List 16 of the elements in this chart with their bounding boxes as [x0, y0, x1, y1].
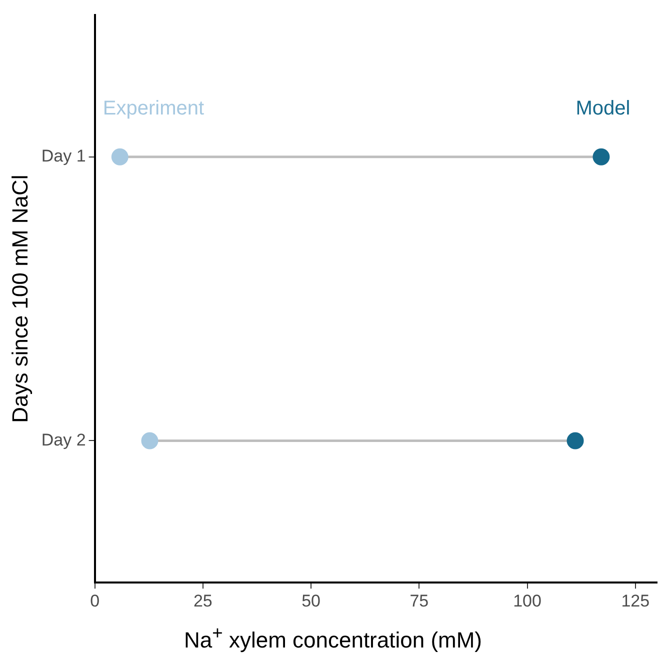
x-tick-label: 100: [513, 591, 542, 610]
point: [111, 148, 128, 166]
point: [566, 432, 584, 450]
x-tick-label: 25: [193, 591, 212, 610]
x-tick-label: 125: [621, 591, 650, 610]
point: [141, 432, 158, 450]
y-tick-label: Day 2: [41, 430, 86, 450]
x-axis-title: Na$^{+}$ xylem concentration (mM): [182, 622, 484, 654]
point: [592, 148, 610, 166]
x-tick-label: 0: [90, 591, 100, 610]
x-tick-label: 50: [302, 591, 320, 610]
series-label: Experiment: [102, 97, 204, 120]
y-axis-title: Days since 100 mM NaCl: [7, 174, 32, 423]
series-label: Model: [576, 97, 630, 120]
y-tick-label: Day 1: [41, 146, 86, 166]
x-tick-label: 75: [410, 591, 429, 610]
